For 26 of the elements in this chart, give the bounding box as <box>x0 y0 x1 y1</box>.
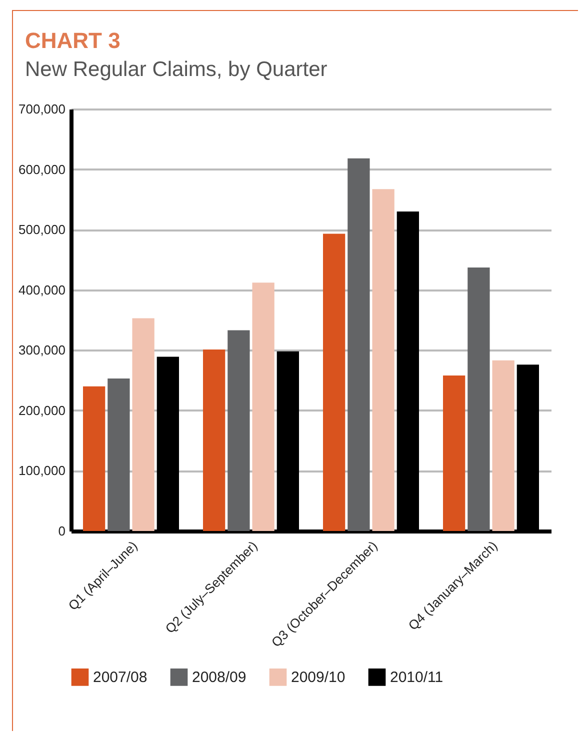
y-tick-label: 200,000 <box>18 402 66 418</box>
bar <box>132 318 154 531</box>
bar <box>108 378 130 531</box>
bar <box>323 234 346 531</box>
y-tick-label: 600,000 <box>18 162 66 177</box>
bar <box>203 350 226 531</box>
bar <box>443 375 466 531</box>
bar <box>348 158 370 531</box>
bar <box>83 386 106 531</box>
legend-label: 2009/10 <box>291 669 346 686</box>
bar <box>372 189 394 531</box>
y-tick-label: 700,000 <box>18 102 66 116</box>
y-tick-label: 300,000 <box>18 342 66 358</box>
legend-label: 2008/09 <box>192 669 246 686</box>
y-tick-label: 400,000 <box>18 282 66 298</box>
bar <box>468 268 490 531</box>
legend-label: 2007/08 <box>93 669 148 686</box>
bar <box>252 282 274 531</box>
y-tick-label: 100,000 <box>18 463 66 478</box>
chart-subtitle: New Regular Claims, by Quarter <box>25 58 328 81</box>
bar <box>492 360 514 531</box>
y-tick-label: 0 <box>58 524 66 538</box>
bar <box>228 330 250 531</box>
legend-label: 2010/11 <box>390 669 444 686</box>
chart-title: CHART 3 <box>25 28 120 53</box>
y-tick-label: 500,000 <box>18 222 66 238</box>
